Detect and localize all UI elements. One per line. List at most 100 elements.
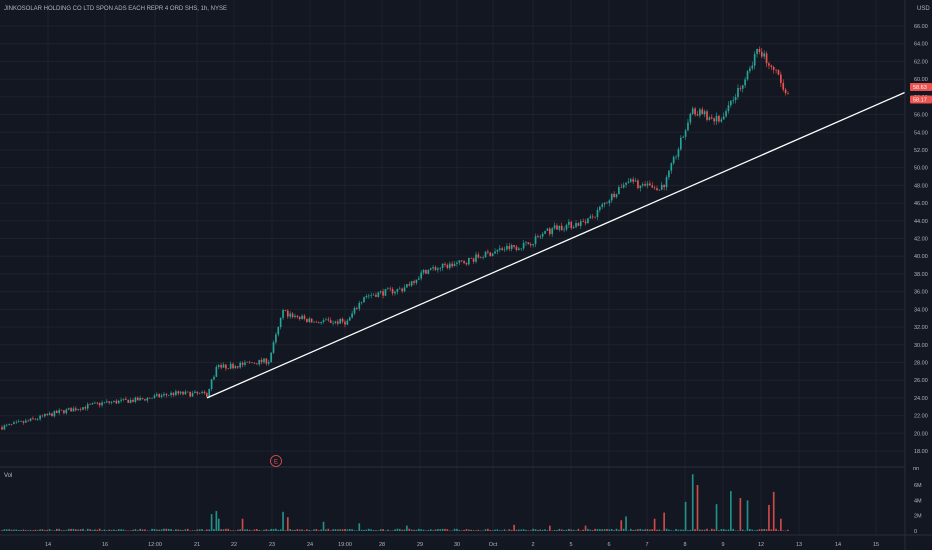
candle-body[interactable] — [596, 210, 599, 218]
candle-body[interactable] — [175, 391, 177, 395]
price-axis[interactable]: 18.00 20.00 22.00 24.00 26.00 28.00 30.00 32.00… — [914, 24, 928, 455]
candle-body[interactable] — [367, 295, 370, 297]
candle-body[interactable] — [658, 189, 661, 191]
candle-body[interactable] — [587, 218, 589, 224]
candle-body[interactable] — [191, 392, 194, 397]
candle-body[interactable] — [117, 400, 120, 404]
candle-body[interactable] — [289, 313, 292, 317]
candle-body[interactable] — [286, 310, 289, 317]
candle-body[interactable] — [398, 288, 401, 290]
candle-body[interactable] — [558, 225, 561, 230]
candle-body[interactable] — [725, 111, 727, 117]
candle-body[interactable] — [263, 358, 265, 363]
candle-body[interactable] — [296, 315, 299, 317]
candle-body[interactable] — [222, 364, 225, 368]
candle-body[interactable] — [415, 279, 418, 283]
candle-body[interactable] — [134, 397, 137, 402]
candle-body[interactable] — [608, 200, 611, 204]
candle-body[interactable] — [675, 156, 677, 158]
candle-body[interactable] — [339, 318, 342, 324]
trendline[interactable] — [206, 91, 906, 399]
candle-body[interactable] — [396, 288, 399, 292]
candle-body[interactable] — [375, 294, 377, 297]
candle-body[interactable] — [565, 224, 568, 230]
candle-body[interactable] — [113, 400, 115, 402]
candle-body[interactable] — [672, 156, 675, 164]
candle-body[interactable] — [158, 394, 161, 397]
candle-body[interactable] — [772, 66, 775, 70]
candle-body[interactable] — [144, 399, 146, 401]
candle-body[interactable] — [189, 391, 191, 397]
candle-body[interactable] — [372, 294, 375, 296]
time-axis[interactable]: 14 16 12:00 21 22 23 24 19:00 28 29 30 Oct 2 5 6 7 8 9 12 1… — [45, 542, 879, 548]
candle-body[interactable] — [556, 225, 558, 230]
candle-body[interactable] — [29, 418, 32, 421]
candle-body[interactable] — [634, 180, 637, 182]
candle-body[interactable] — [760, 51, 763, 57]
candle-body[interactable] — [348, 317, 351, 321]
candle-body[interactable] — [618, 187, 620, 195]
candle-body[interactable] — [360, 302, 363, 303]
candle-body[interactable] — [518, 248, 520, 251]
candle-body[interactable] — [727, 105, 730, 112]
candle-body[interactable] — [108, 401, 111, 403]
candle-body[interactable] — [479, 257, 482, 259]
candle-body[interactable] — [713, 118, 715, 122]
candle-body[interactable] — [67, 408, 70, 410]
candle-body[interactable] — [132, 399, 134, 402]
candle-body[interactable] — [629, 179, 632, 182]
candle-body[interactable] — [646, 183, 649, 186]
candle-body[interactable] — [641, 184, 644, 186]
candle-body[interactable] — [36, 419, 39, 420]
candle-body[interactable] — [539, 236, 542, 238]
candle-body[interactable] — [20, 421, 22, 422]
candle-body[interactable] — [127, 399, 130, 403]
candle-body[interactable] — [344, 321, 346, 325]
candle-body[interactable] — [715, 115, 718, 122]
candle-body[interactable] — [710, 117, 713, 119]
candle-body[interactable] — [594, 216, 596, 218]
candle-body[interactable] — [670, 163, 673, 171]
candle-body[interactable] — [282, 310, 284, 318]
candle-body[interactable] — [570, 221, 573, 229]
candle-body[interactable] — [196, 391, 199, 394]
candle-body[interactable] — [551, 228, 554, 235]
candle-body[interactable] — [167, 395, 170, 396]
candle-body[interactable] — [525, 242, 527, 243]
candle-body[interactable] — [241, 362, 244, 365]
candle-body[interactable] — [568, 221, 570, 225]
candle-body[interactable] — [239, 362, 242, 368]
candle-body[interactable] — [737, 88, 739, 97]
candle-body[interactable] — [444, 263, 446, 265]
candle-body[interactable] — [663, 184, 665, 188]
candle-body[interactable] — [24, 420, 27, 423]
candle-body[interactable] — [101, 402, 103, 406]
candle-body[interactable] — [217, 365, 220, 367]
candle-body[interactable] — [53, 410, 56, 417]
candle-body[interactable] — [606, 202, 608, 204]
candle-body[interactable] — [541, 233, 544, 237]
candle-body[interactable] — [553, 225, 556, 229]
candle-body[interactable] — [475, 254, 477, 262]
candle-body[interactable] — [496, 249, 499, 252]
candle-body[interactable] — [656, 188, 658, 191]
candle-body[interactable] — [129, 399, 132, 403]
candle-body[interactable] — [41, 415, 44, 417]
candle-body[interactable] — [229, 363, 232, 369]
candle-body[interactable] — [408, 284, 411, 286]
candle-body[interactable] — [734, 96, 737, 101]
candle-body[interactable] — [148, 398, 151, 399]
candle-body[interactable] — [446, 264, 449, 269]
candle-body[interactable] — [284, 310, 287, 311]
candle-body[interactable] — [741, 85, 744, 89]
candle-body[interactable] — [420, 272, 423, 279]
candle-body[interactable] — [232, 363, 234, 369]
candle-body[interactable] — [315, 321, 318, 323]
candle-body[interactable] — [637, 180, 639, 189]
candle-body[interactable] — [691, 108, 694, 114]
candle-body[interactable] — [96, 402, 99, 404]
candle-body[interactable] — [8, 423, 10, 425]
candle-body[interactable] — [394, 291, 396, 294]
candle-body[interactable] — [182, 391, 184, 395]
candle-body[interactable] — [427, 269, 430, 274]
